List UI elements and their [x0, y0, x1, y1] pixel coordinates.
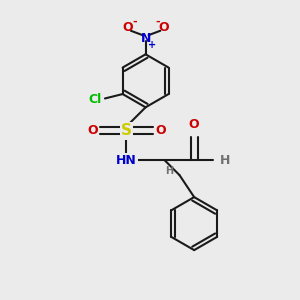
Text: -: -	[155, 16, 160, 26]
Text: O: O	[87, 124, 98, 137]
Text: -: -	[132, 16, 137, 26]
Text: Cl: Cl	[88, 93, 101, 106]
Text: +: +	[148, 40, 156, 50]
Text: H: H	[165, 166, 173, 176]
Text: S: S	[121, 123, 132, 138]
Text: O: O	[155, 124, 166, 137]
Text: O: O	[189, 118, 200, 131]
Text: HN: HN	[116, 154, 137, 167]
Text: N: N	[140, 32, 151, 45]
Text: O: O	[123, 21, 133, 34]
Text: H: H	[220, 154, 230, 167]
Text: O: O	[158, 21, 169, 34]
